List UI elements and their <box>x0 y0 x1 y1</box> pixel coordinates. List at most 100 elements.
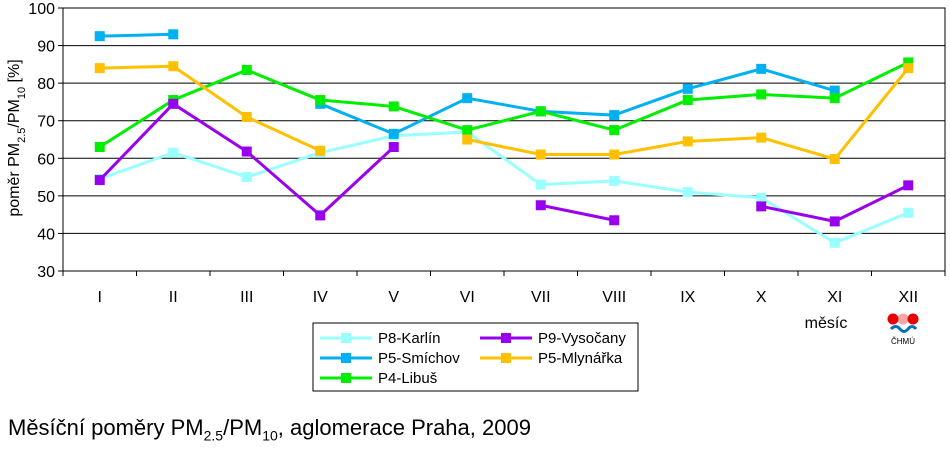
legend: P8-Karlín P9-Vysočany P5-Smíchov P5-Mlynářk… <box>312 322 639 392</box>
chmu-logo-icon: ČHMÚ <box>887 313 919 346</box>
data-point <box>462 125 473 136</box>
y-tick-label: 60 <box>37 151 55 168</box>
data-point <box>609 175 620 186</box>
svg-text:ČHMÚ: ČHMÚ <box>891 337 915 346</box>
data-point <box>388 142 399 153</box>
x-tick-label: II <box>169 289 178 306</box>
legend-marker <box>341 353 351 363</box>
series-line <box>98 61 909 149</box>
data-point <box>829 85 840 96</box>
data-point <box>94 31 105 42</box>
data-point <box>609 110 620 121</box>
series-p4-libus <box>94 57 914 153</box>
data-point <box>535 200 546 211</box>
x-tick-label: X <box>756 289 767 306</box>
data-point <box>462 134 473 145</box>
data-point <box>903 63 914 74</box>
data-point <box>94 63 105 74</box>
data-point <box>315 95 326 106</box>
data-point <box>829 93 840 104</box>
legend-item: P4-Libuš <box>320 370 437 387</box>
series-p5-mlynarka <box>94 61 914 165</box>
data-point <box>241 172 252 183</box>
legend-label: P4-Libuš <box>378 370 437 387</box>
legend-label: P5-Mlynářka <box>538 350 623 367</box>
data-point <box>609 125 620 136</box>
data-point <box>168 61 179 72</box>
x-tick-label: IV <box>313 289 328 306</box>
x-tick-label: VII <box>531 289 551 306</box>
legend-label: P9-Vysočany <box>538 330 626 347</box>
data-point <box>682 83 693 94</box>
series-line <box>99 64 321 153</box>
y-axis-title: poměr PM2.5/PM10 [%] <box>6 59 28 216</box>
data-point <box>609 149 620 160</box>
data-point <box>829 237 840 248</box>
data-point <box>168 98 179 109</box>
legend-marker <box>341 373 351 383</box>
series-line <box>99 32 174 38</box>
legend-marker <box>501 333 511 343</box>
data-point <box>829 154 840 165</box>
data-point <box>94 175 105 186</box>
data-point <box>388 101 399 112</box>
data-point <box>903 180 914 191</box>
data-point <box>682 136 693 147</box>
series-layer <box>94 29 914 248</box>
y-tick-label: 90 <box>37 39 55 56</box>
legend-item: P8-Karlín <box>320 330 441 347</box>
data-point <box>535 149 546 160</box>
series-line <box>540 203 615 222</box>
data-point <box>241 111 252 122</box>
axes <box>58 7 946 276</box>
data-point <box>462 93 473 104</box>
x-tick-label: VIII <box>602 289 626 306</box>
data-point <box>682 95 693 106</box>
x-tick-label: IX <box>680 289 695 306</box>
data-point <box>756 89 767 100</box>
series-line <box>319 67 836 136</box>
data-point <box>756 63 767 74</box>
data-point <box>315 145 326 156</box>
data-point <box>682 187 693 198</box>
x-tick-label: I <box>98 289 102 306</box>
data-point <box>829 216 840 227</box>
data-point <box>756 192 767 203</box>
legend-item: P9-Vysočany <box>480 330 626 347</box>
y-tick-label: 70 <box>37 114 55 131</box>
legend-marker <box>501 353 511 363</box>
x-tick-label: VI <box>460 289 475 306</box>
data-point <box>903 207 914 218</box>
x-axis-title: měsíc <box>805 315 848 332</box>
x-tick-label: XII <box>898 289 918 306</box>
legend-label: P5-Smíchov <box>378 350 460 367</box>
data-point <box>168 29 179 40</box>
data-point <box>535 106 546 117</box>
series-p9-vysocany <box>94 98 914 227</box>
series-line <box>760 183 909 223</box>
legend-item: P5-Smíchov <box>320 350 460 367</box>
plot-frame <box>62 7 946 272</box>
data-point <box>535 179 546 190</box>
legend-item: P5-Mlynářka <box>480 350 623 367</box>
x-tick-label: XI <box>827 289 842 306</box>
data-point <box>315 210 326 221</box>
data-point <box>241 64 252 75</box>
legend-marker <box>341 333 351 343</box>
data-point <box>609 215 620 226</box>
y-tick-label: 40 <box>37 226 55 243</box>
data-point <box>756 132 767 143</box>
x-tick-label: III <box>240 289 253 306</box>
data-point <box>388 128 399 139</box>
data-point <box>756 201 767 212</box>
caption: Měsíční poměry PM2.5/PM10, aglomerace Pr… <box>8 415 531 444</box>
data-point <box>168 147 179 158</box>
series-line <box>99 130 909 245</box>
y-tick-label: 30 <box>37 264 55 281</box>
data-point <box>94 142 105 153</box>
y-tick-label: 80 <box>37 76 55 93</box>
y-tick-label: 100 <box>28 1 55 18</box>
y-tick-label: 50 <box>37 189 55 206</box>
